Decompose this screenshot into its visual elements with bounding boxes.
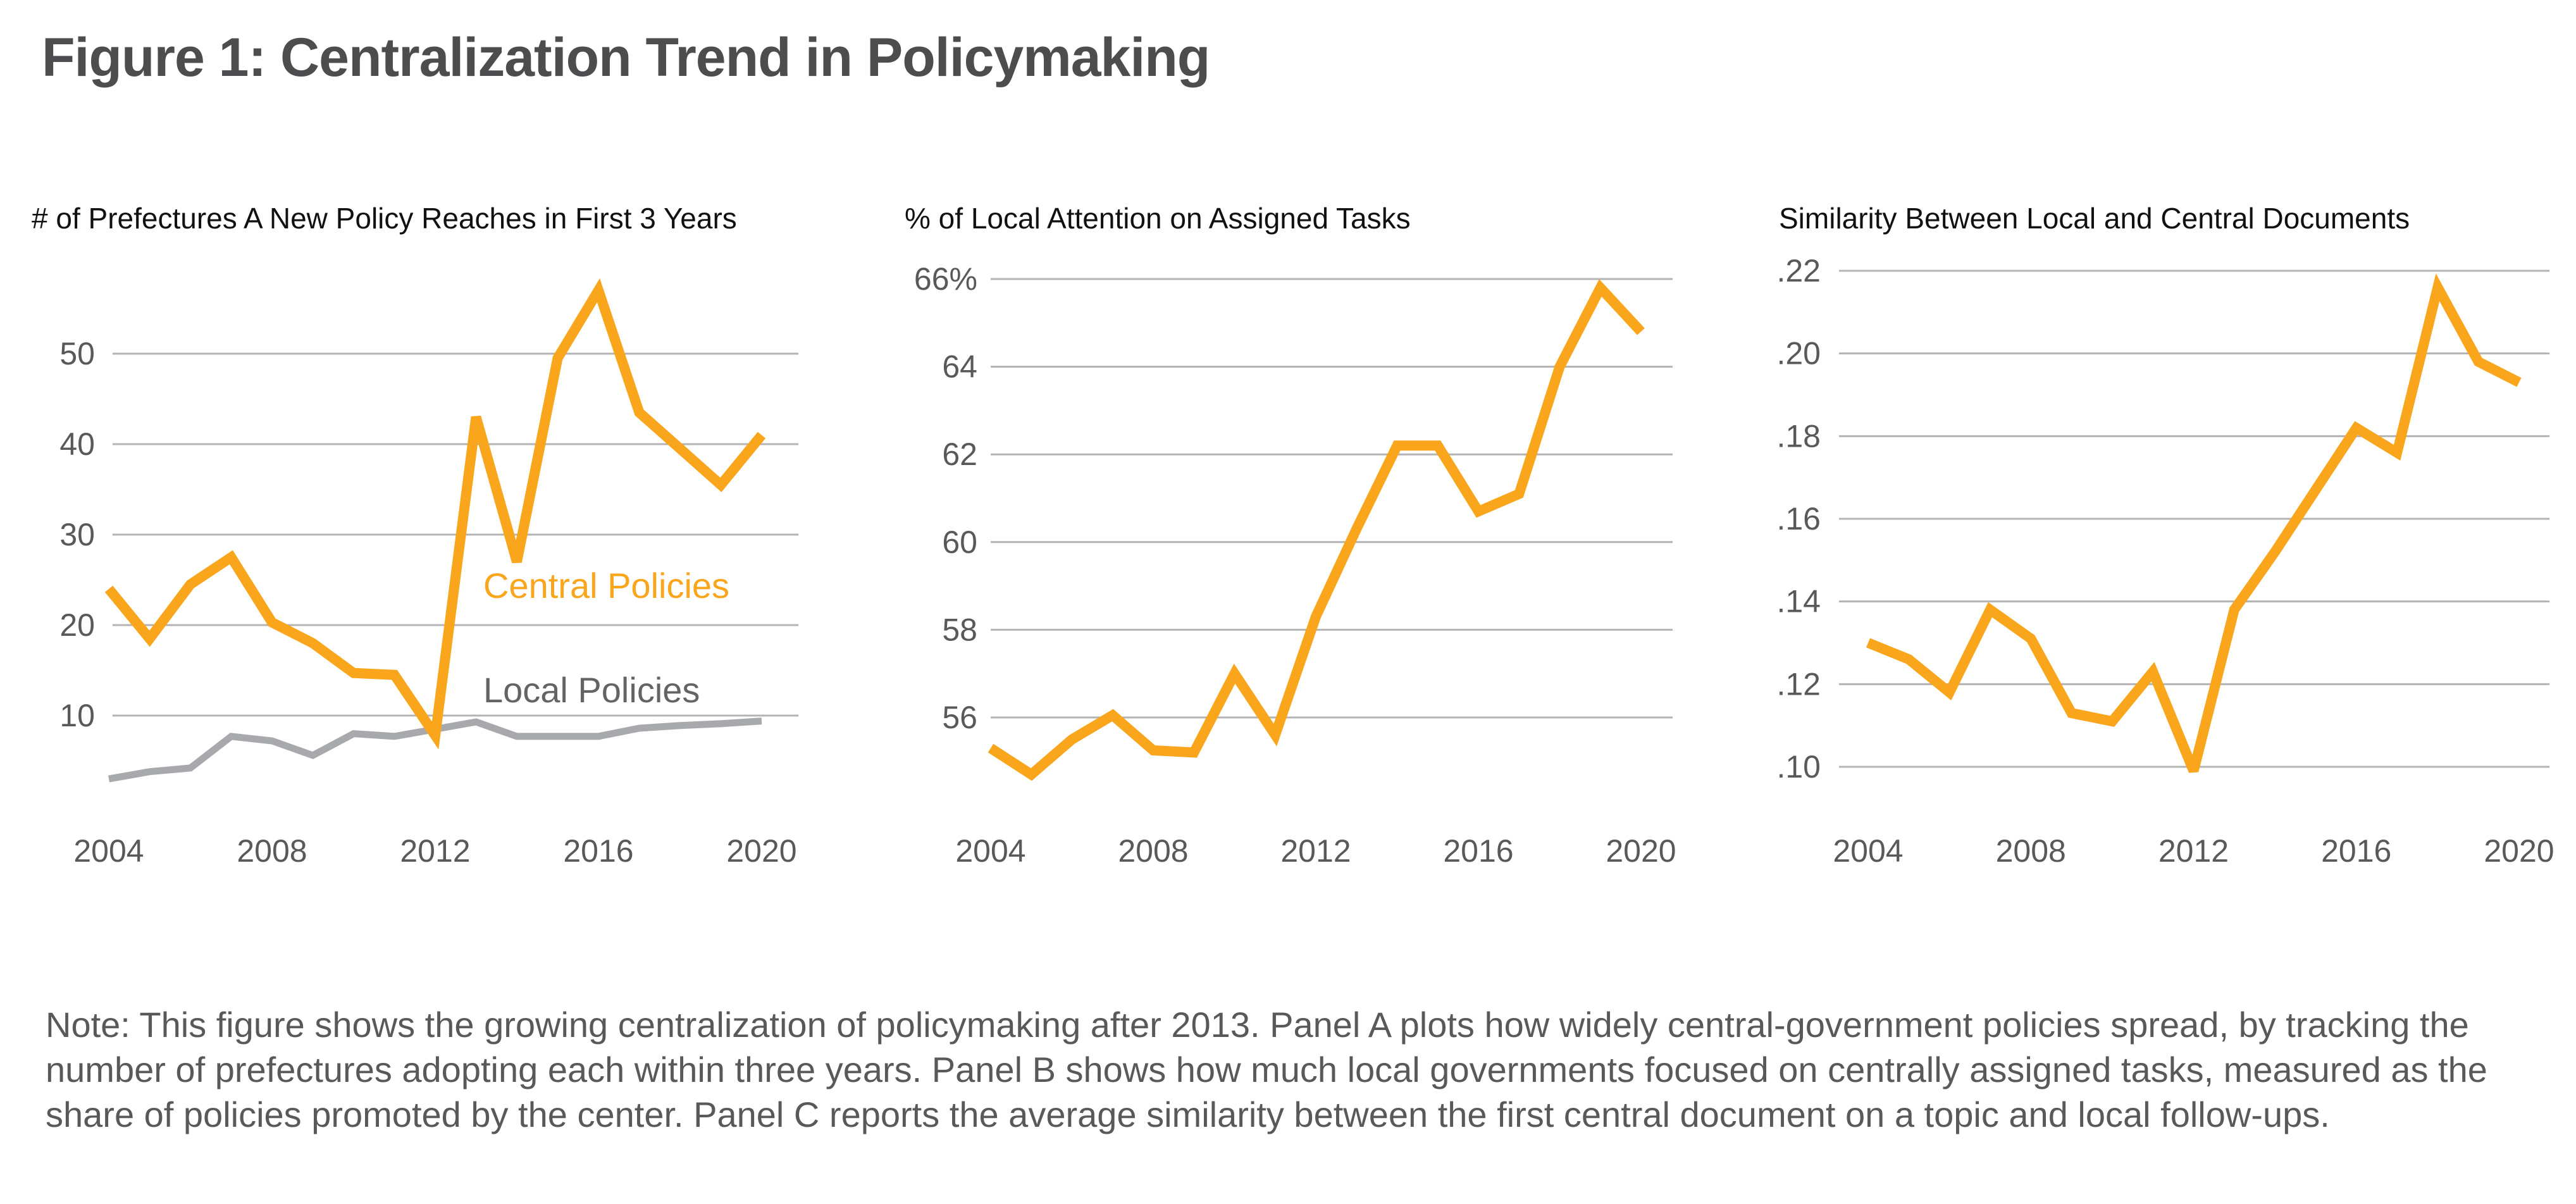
figure-note: Note: This figure shows the growing cent…	[46, 1005, 2487, 1134]
panel-c-ytick-label: .10	[1776, 749, 1821, 785]
panel-c-xtick-label: 2008	[1996, 833, 2066, 869]
panel-c-ytick-label: .20	[1776, 336, 1821, 371]
panel-b-series-local-attention-on-assigned-tasks	[988, 279, 1645, 781]
local-policies-label: Local Policies	[483, 670, 700, 710]
panel-a-ytick-label: 20	[59, 607, 95, 643]
panel-c-xtick-label: 2016	[2321, 833, 2391, 869]
panel-a-xtick-label: 2008	[237, 833, 307, 869]
panel-c-xtick-label: 2004	[1833, 833, 1903, 869]
panel-a-xtick-label: 2016	[563, 833, 633, 869]
panel-a-title: # of Prefectures A New Policy Reaches in…	[32, 202, 737, 235]
panel-b-xtick-label: 2016	[1443, 833, 1513, 869]
panel-a-ytick-label: 30	[59, 517, 95, 552]
panel-a-plot: 10 20 30 40 50 2004 2008 2012 2016 2020 Central Po…	[59, 278, 798, 869]
panel-b-ytick-label: 60	[942, 524, 977, 560]
panel-c-ytick-label: .22	[1776, 253, 1821, 289]
panel-a-xtick-label: 2004	[73, 833, 144, 869]
panel-a-xtick-label: 2012	[400, 833, 470, 869]
panel-c-ytick-label: .12	[1776, 666, 1821, 702]
panel-a-ytick-label: 50	[59, 336, 95, 371]
panel-a-xtick-label: 2020	[726, 833, 796, 869]
panel-a-series-central-policies	[104, 278, 766, 750]
central-policies-label: Central Policies	[483, 566, 729, 605]
panel-b-xtick-label: 2012	[1280, 833, 1351, 869]
figure-title: Figure 1: Centralization Trend in Policy…	[42, 27, 1210, 88]
panel-a-ytick-label: 40	[59, 426, 95, 462]
panel-b-xtick-label: 2008	[1118, 833, 1188, 869]
panel-c-plot: .10 .12 .14 .16 .18 .20 .22 2004 2008 2012 2016 202…	[1776, 253, 2554, 869]
panel-b-ytick-label: 62	[942, 437, 977, 472]
panel-c-ytick-label: .14	[1776, 584, 1821, 619]
panel-b-title: % of Local Attention on Assigned Tasks	[905, 202, 1411, 235]
panel-b-plot: 56 58 60 62 64 66% 2004 2008 2012 2016 2020	[914, 261, 1676, 869]
panel-c-series-similarity	[1866, 273, 2522, 773]
panel-b-xtick-label: 2020	[1606, 833, 1676, 869]
panel-b-ytick-label: 56	[942, 700, 977, 735]
panel-b-xtick-label: 2004	[955, 833, 1025, 869]
panel-a-ytick-label: 10	[59, 698, 95, 733]
panel-c-ytick-label: .18	[1776, 418, 1821, 454]
panel-c-xtick-label: 2012	[2158, 833, 2229, 869]
panel-b-ytick-label: 58	[942, 612, 977, 647]
panel-b-ytick-label: 64	[942, 349, 977, 385]
panel-c-xtick-label: 2020	[2484, 833, 2554, 869]
panel-c-title: Similarity Between Local and Central Doc…	[1779, 202, 2410, 235]
panel-b-ytick-label: 66%	[914, 261, 977, 297]
panel-c-ytick-label: .16	[1776, 501, 1821, 537]
